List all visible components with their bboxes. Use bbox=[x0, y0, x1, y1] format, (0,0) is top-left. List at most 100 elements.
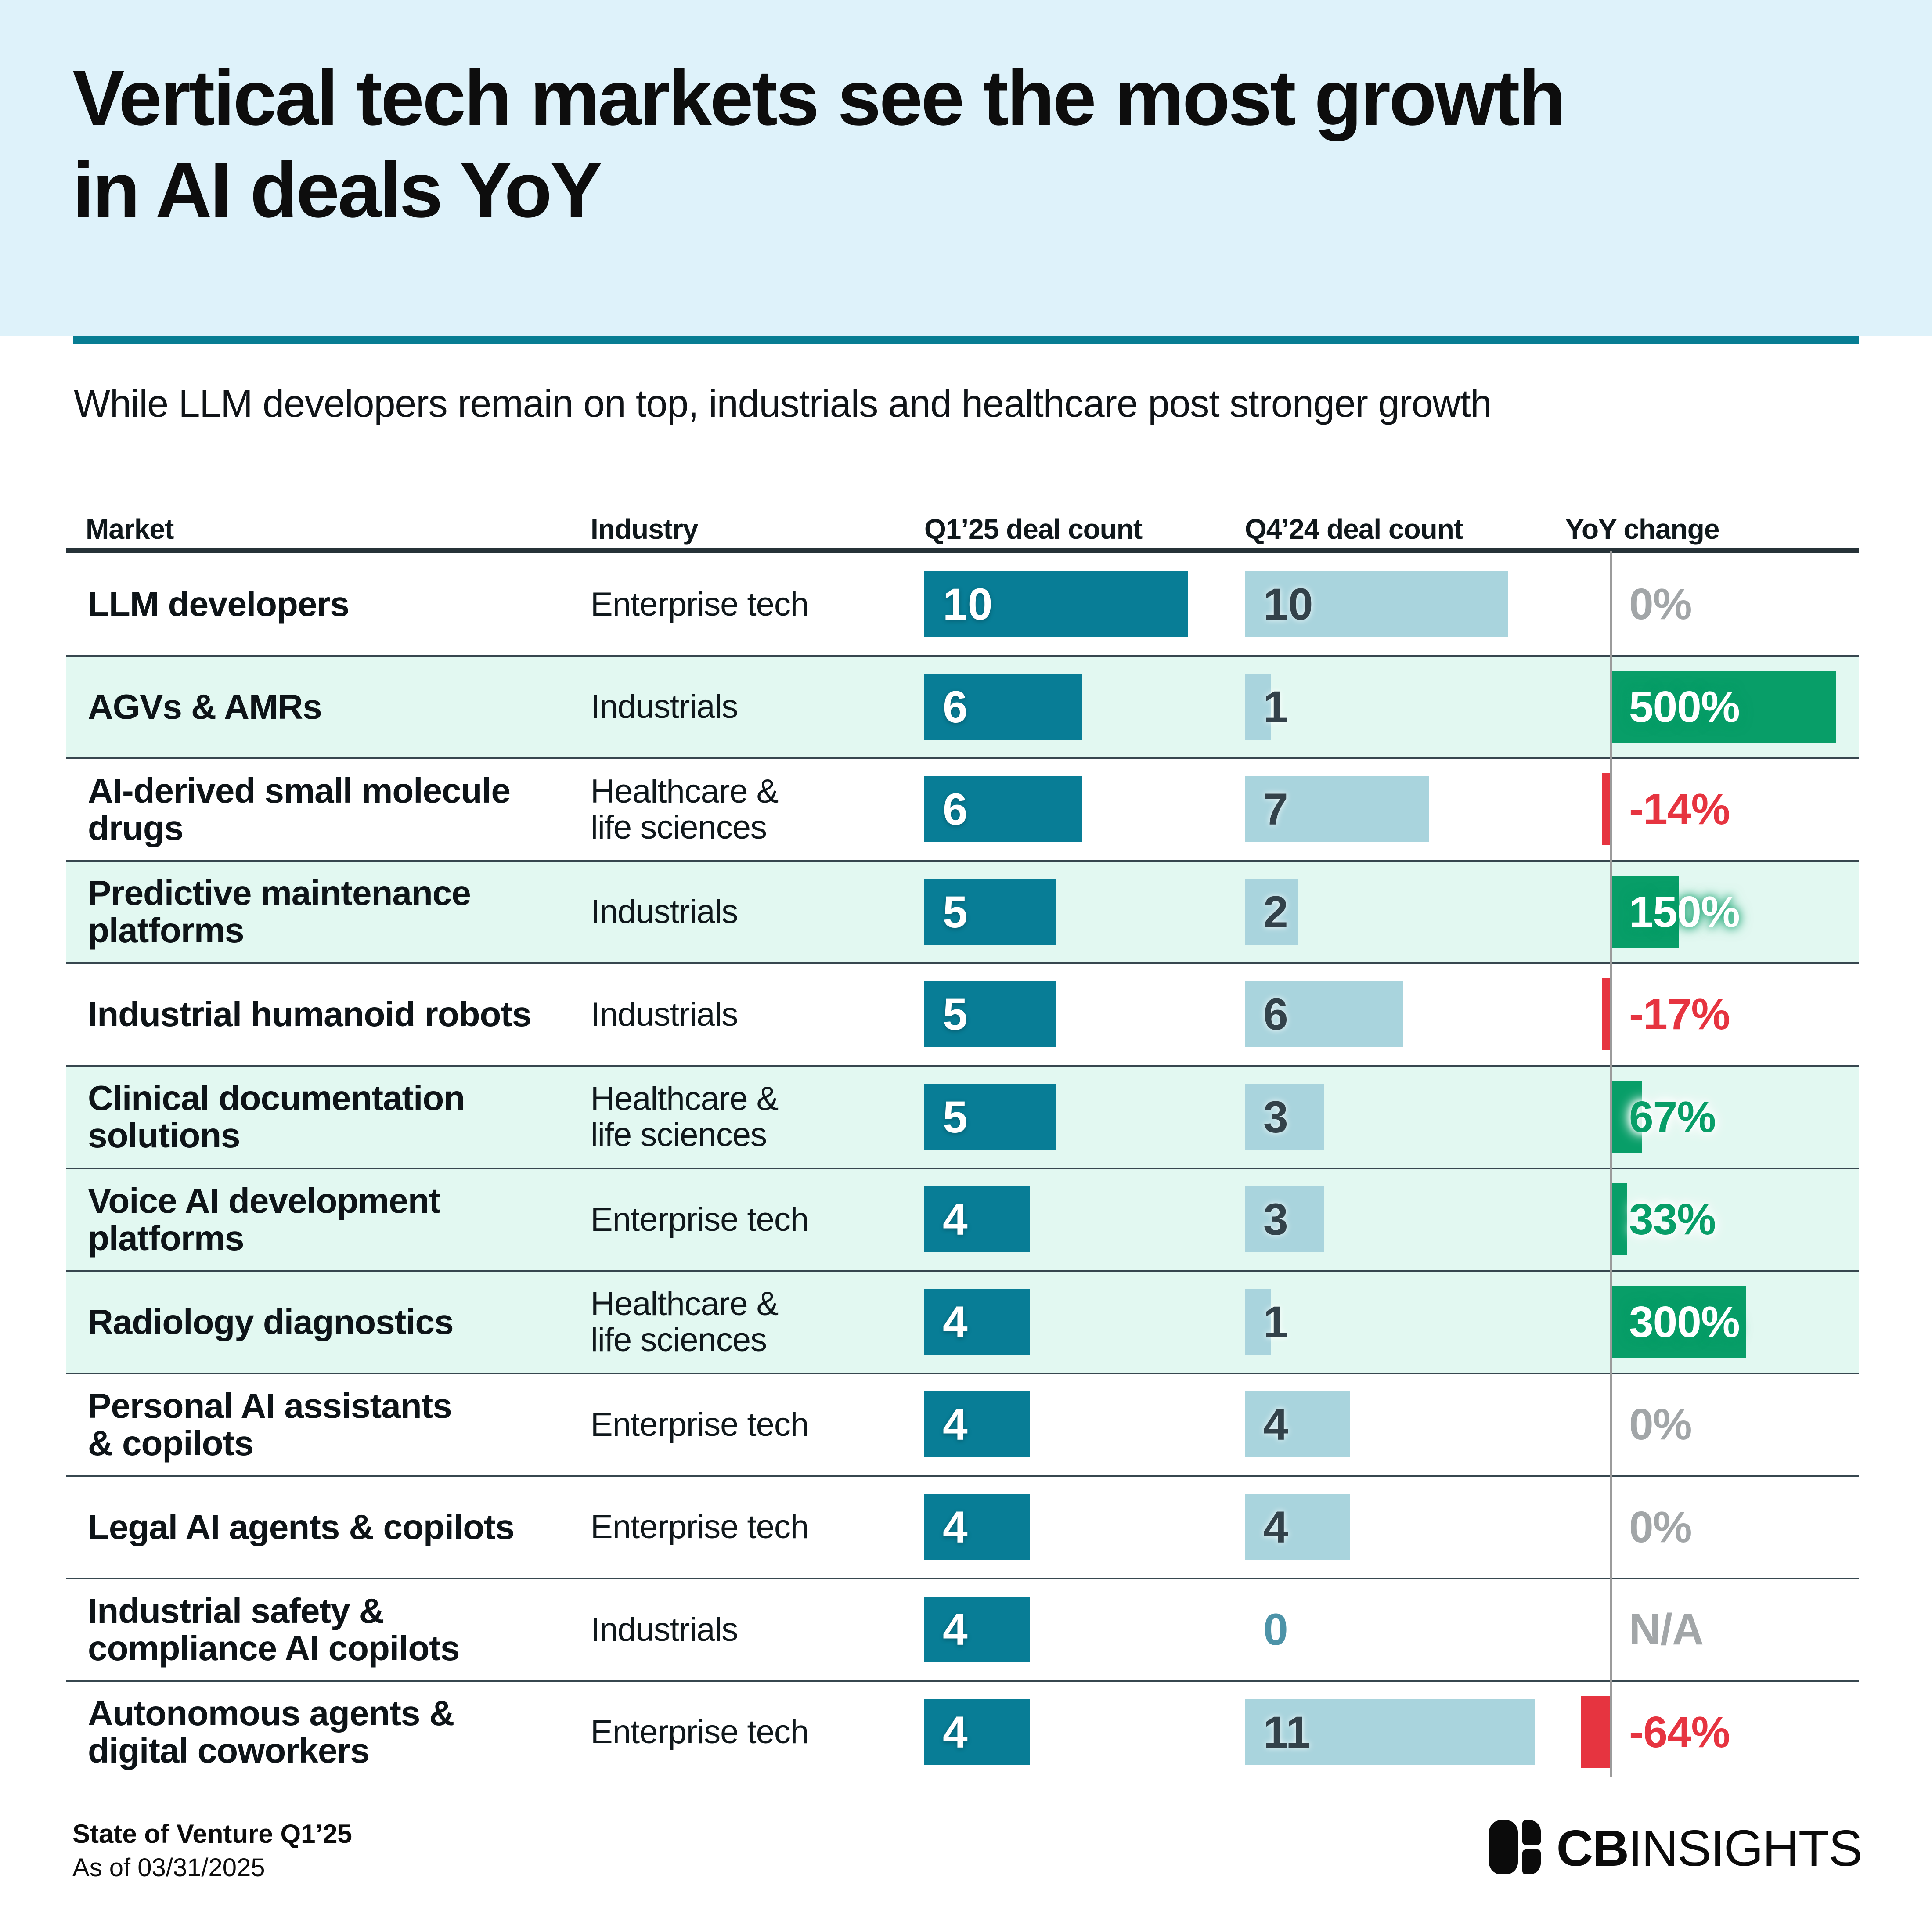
market-cell: Predictive maintenance platforms bbox=[88, 873, 471, 950]
q4-deal-count: 1 bbox=[1263, 681, 1288, 732]
header-band: Vertical tech markets see the most growt… bbox=[0, 0, 1932, 336]
yoy-positive-bar bbox=[1612, 1081, 1642, 1153]
cbinsights-logo: CB INSIGHTS bbox=[1489, 1819, 1863, 1878]
yoy-change-label: 0% bbox=[1629, 580, 1692, 629]
q1-deal-bar bbox=[924, 1289, 1030, 1355]
q4-deal-bar bbox=[1245, 1186, 1324, 1252]
q4-deal-bar bbox=[1245, 1391, 1350, 1457]
yoy-change-label: 0% bbox=[1629, 1400, 1692, 1449]
q1-deal-count: 5 bbox=[943, 989, 968, 1039]
market-cell: Personal AI assistants & copilots bbox=[88, 1386, 452, 1463]
q4-deal-bar bbox=[1245, 1699, 1535, 1765]
q4-deal-bar bbox=[1245, 879, 1298, 945]
table-row: Legal AI agents & copilots Enterprise tec… bbox=[66, 1475, 1859, 1578]
q4-deal-bar bbox=[1245, 1289, 1271, 1355]
table-row: AGVs & AMRs Industrials 6 1 500% bbox=[66, 655, 1859, 757]
q1-deal-count: 10 bbox=[943, 579, 993, 629]
industry-cell: Enterprise tech bbox=[591, 1200, 809, 1238]
yoy-change-label: 33% bbox=[1629, 1195, 1716, 1244]
q1-deal-count: 5 bbox=[943, 1092, 968, 1142]
market-cell: Industrial safety & compliance AI copilo… bbox=[88, 1591, 460, 1668]
yoy-negative-bar bbox=[1581, 1696, 1610, 1768]
q4-deal-count: 4 bbox=[1263, 1502, 1288, 1552]
yoy-change-label: 67% bbox=[1629, 1092, 1716, 1142]
logo-icon-left-block bbox=[1489, 1820, 1518, 1874]
yoy-change-label: -64% bbox=[1629, 1707, 1730, 1757]
market-cell: AGVs & AMRs bbox=[88, 687, 322, 726]
q1-deal-count: 4 bbox=[943, 1502, 968, 1552]
q1-deal-count: 4 bbox=[943, 1707, 968, 1757]
table-body: LLM developers Enterprise tech 10 10 0% AGVs … bbox=[66, 554, 1859, 1783]
q1-deal-bar bbox=[924, 1699, 1030, 1765]
q4-deal-bar bbox=[1245, 776, 1429, 842]
q1-deal-bar bbox=[924, 571, 1188, 637]
cbinsights-logo-text: CB INSIGHTS bbox=[1556, 1819, 1863, 1878]
industry-cell: Healthcare & life sciences bbox=[591, 772, 779, 846]
q1-deal-count: 4 bbox=[943, 1194, 968, 1244]
q4-deal-count: 7 bbox=[1263, 784, 1288, 834]
subtitle: While LLM developers remain on top, indu… bbox=[74, 382, 1492, 425]
logo-icon-bottom-right-block bbox=[1522, 1849, 1541, 1874]
industry-cell: Industrials bbox=[591, 995, 738, 1033]
q1-deal-count: 5 bbox=[943, 887, 968, 937]
table-row: Industrial humanoid robots Industrials 5 6 -… bbox=[66, 962, 1859, 1065]
table-row: Predictive maintenance platforms Industri… bbox=[66, 860, 1859, 962]
yoy-negative-bar bbox=[1602, 773, 1610, 845]
q1-deal-bar bbox=[924, 1084, 1056, 1150]
logo-icon-top-right-block bbox=[1522, 1820, 1541, 1845]
q4-deal-count: 0 bbox=[1263, 1604, 1288, 1654]
market-cell: Clinical documentation solutions bbox=[88, 1078, 465, 1155]
q1-deal-bar bbox=[924, 1597, 1030, 1662]
q1-deal-bar bbox=[924, 981, 1056, 1047]
q1-deal-bar bbox=[924, 1494, 1030, 1560]
market-cell: AI-derived small molecule drugs bbox=[88, 771, 511, 847]
yoy-change-label: 0% bbox=[1629, 1502, 1692, 1552]
table-row: Clinical documentation solutions Healthca… bbox=[66, 1065, 1859, 1168]
q1-deal-bar bbox=[924, 879, 1056, 945]
column-header-q1-deal-count: Q1’25 deal count bbox=[924, 513, 1143, 545]
yoy-change-label: 500% bbox=[1629, 682, 1740, 732]
table-row: Radiology diagnostics Healthcare & life s… bbox=[66, 1270, 1859, 1373]
industry-cell: Healthcare & life sciences bbox=[591, 1285, 779, 1359]
q1-deal-count: 4 bbox=[943, 1297, 968, 1347]
table-row: Industrial safety & compliance AI copilo… bbox=[66, 1578, 1859, 1680]
footer-as-of-date: As of 03/31/2025 bbox=[72, 1853, 265, 1882]
industry-cell: Enterprise tech bbox=[591, 1508, 809, 1546]
industry-cell: Industrials bbox=[591, 688, 738, 726]
yoy-change-label: N/A bbox=[1629, 1605, 1704, 1654]
industry-cell: Industrials bbox=[591, 893, 738, 931]
q4-deal-count: 4 bbox=[1263, 1399, 1288, 1449]
q4-deal-count: 2 bbox=[1263, 887, 1288, 937]
teal-divider-rule bbox=[73, 336, 1859, 344]
logo-text-cb: CB bbox=[1556, 1820, 1629, 1877]
q4-deal-bar bbox=[1245, 981, 1403, 1047]
footer-source-label: State of Venture Q1’25 bbox=[72, 1819, 352, 1849]
yoy-change-label: 300% bbox=[1629, 1297, 1740, 1347]
q4-deal-bar bbox=[1245, 1494, 1350, 1560]
logo-text-insights: INSIGHTS bbox=[1628, 1820, 1863, 1877]
yoy-positive-bar bbox=[1612, 876, 1679, 948]
yoy-change-label: 150% bbox=[1629, 887, 1740, 937]
q1-deal-bar bbox=[924, 776, 1082, 842]
market-cell: Autonomous agents & digital coworkers bbox=[88, 1694, 454, 1770]
q1-deal-count: 4 bbox=[943, 1604, 968, 1654]
industry-cell: Healthcare & life sciences bbox=[591, 1080, 779, 1154]
q4-deal-count: 11 bbox=[1263, 1707, 1311, 1757]
column-header-q4-deal-count: Q4’24 deal count bbox=[1245, 513, 1463, 545]
q4-deal-count: 10 bbox=[1263, 579, 1313, 629]
industry-cell: Enterprise tech bbox=[591, 1406, 809, 1443]
market-cell: Legal AI agents & copilots bbox=[88, 1507, 515, 1546]
market-cell: Voice AI development platforms bbox=[88, 1181, 440, 1258]
q4-deal-count: 1 bbox=[1263, 1297, 1288, 1347]
industry-cell: Enterprise tech bbox=[591, 585, 809, 623]
page-title: Vertical tech markets see the most growt… bbox=[72, 54, 1566, 234]
column-header-market: Market bbox=[86, 513, 174, 545]
table-row: LLM developers Enterprise tech 10 10 0% bbox=[66, 554, 1859, 655]
table-row: AI-derived small molecule drugs Healthcar… bbox=[66, 757, 1859, 860]
yoy-positive-bar bbox=[1612, 1286, 1746, 1358]
q1-deal-bar bbox=[924, 1391, 1030, 1457]
market-cell: LLM developers bbox=[88, 584, 350, 624]
q4-deal-count: 6 bbox=[1263, 989, 1288, 1039]
table-header-underline bbox=[66, 548, 1859, 553]
yoy-axis-line bbox=[1610, 551, 1612, 1777]
